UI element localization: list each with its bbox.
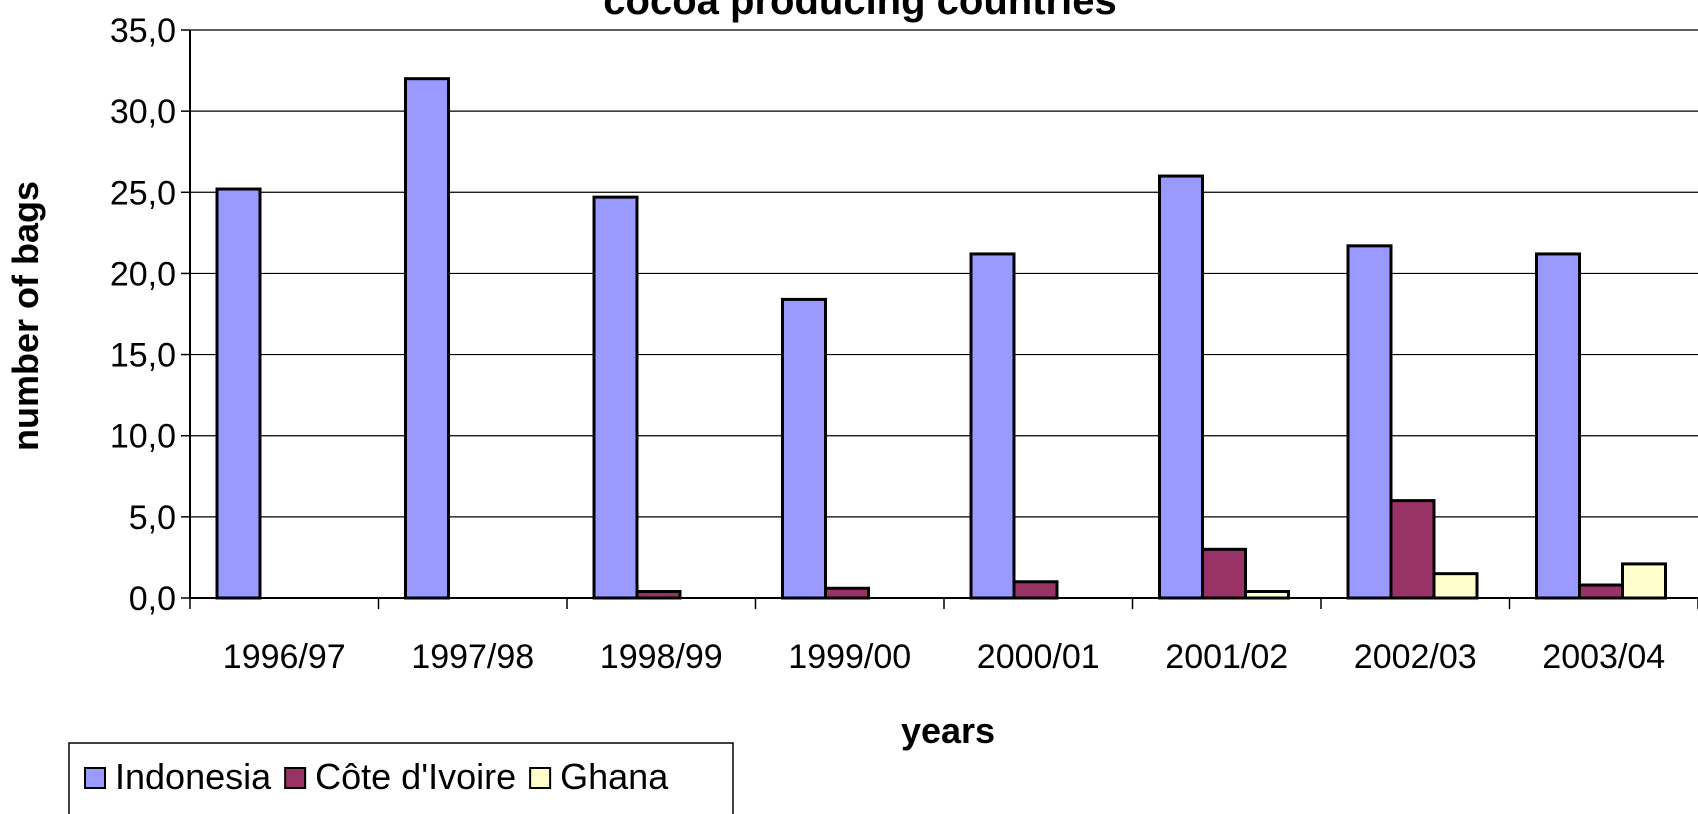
legend-label: Indonesia bbox=[115, 756, 272, 797]
bar-ghana-2003-04 bbox=[1621, 562, 1667, 600]
y-tick-labels: 0,0 5,0 10,0 15,0 20,0 25,0 30,0 35,0 bbox=[110, 12, 176, 618]
bar-indonesia-2000-01 bbox=[969, 252, 1016, 600]
legend-label: Côte d'Ivoire bbox=[315, 756, 516, 797]
y-tick-label: 20,0 bbox=[110, 255, 176, 293]
y-tick-label: 5,0 bbox=[129, 499, 176, 537]
y-tick-label: 25,0 bbox=[110, 174, 176, 212]
y-tick-label: 35,0 bbox=[110, 12, 176, 50]
legend-swatch bbox=[529, 767, 552, 789]
bar-c-te-d-ivoire-1999-00 bbox=[824, 586, 870, 600]
legend-label: Ghana bbox=[560, 756, 669, 797]
axes bbox=[189, 30, 1698, 609]
legend-swatch bbox=[84, 767, 106, 789]
bar-indonesia-2003-04 bbox=[1535, 252, 1581, 600]
legend-box bbox=[68, 742, 734, 814]
bar-indonesia-1998-99 bbox=[592, 195, 639, 600]
x-tick-labels: 1996/97 1997/98 1998/99 1999/00 2000/01 2001/… bbox=[223, 638, 1665, 676]
bars bbox=[215, 77, 1667, 600]
x-tick-label: 2000/01 bbox=[977, 638, 1100, 676]
x-tick-label: 1996/97 bbox=[223, 638, 346, 676]
x-tick-label: 1998/99 bbox=[600, 638, 723, 676]
y-tick-label: 15,0 bbox=[110, 337, 176, 375]
legend-swatch bbox=[284, 767, 307, 789]
x-tick-label: 2002/03 bbox=[1354, 638, 1477, 676]
y-tick-label: 30,0 bbox=[110, 93, 176, 131]
y-tick-label: 10,0 bbox=[110, 418, 176, 456]
y-axis-title: number of bags bbox=[5, 181, 46, 451]
bar-c-te-d-ivoire-2001-02 bbox=[1201, 547, 1247, 600]
x-tick-label: 1999/00 bbox=[788, 638, 911, 676]
y-tick-label: 0,0 bbox=[129, 580, 176, 618]
chart-title: cocoa producing countries bbox=[603, 0, 1116, 23]
x-tick-label: 2003/04 bbox=[1542, 638, 1665, 676]
x-tick-label: 2001/02 bbox=[1165, 638, 1288, 676]
x-tick-label: 1997/98 bbox=[411, 638, 534, 676]
bar-indonesia-2001-02 bbox=[1158, 174, 1204, 600]
bar-indonesia-1999-00 bbox=[781, 297, 827, 600]
bar-c-te-d-ivoire-2003-04 bbox=[1578, 583, 1624, 600]
bar-indonesia-1997-98 bbox=[404, 77, 450, 600]
bar-c-te-d-ivoire-2002-03 bbox=[1389, 499, 1436, 600]
x-axis-title: years bbox=[901, 710, 995, 751]
bar-ghana-2002-03 bbox=[1432, 572, 1479, 600]
bar-indonesia-1996-97 bbox=[215, 187, 262, 600]
bar-indonesia-2002-03 bbox=[1346, 244, 1393, 600]
legend: Indonesia Côte d'Ivoire Ghana bbox=[68, 742, 734, 814]
bar-c-te-d-ivoire-2000-01 bbox=[1012, 580, 1059, 600]
